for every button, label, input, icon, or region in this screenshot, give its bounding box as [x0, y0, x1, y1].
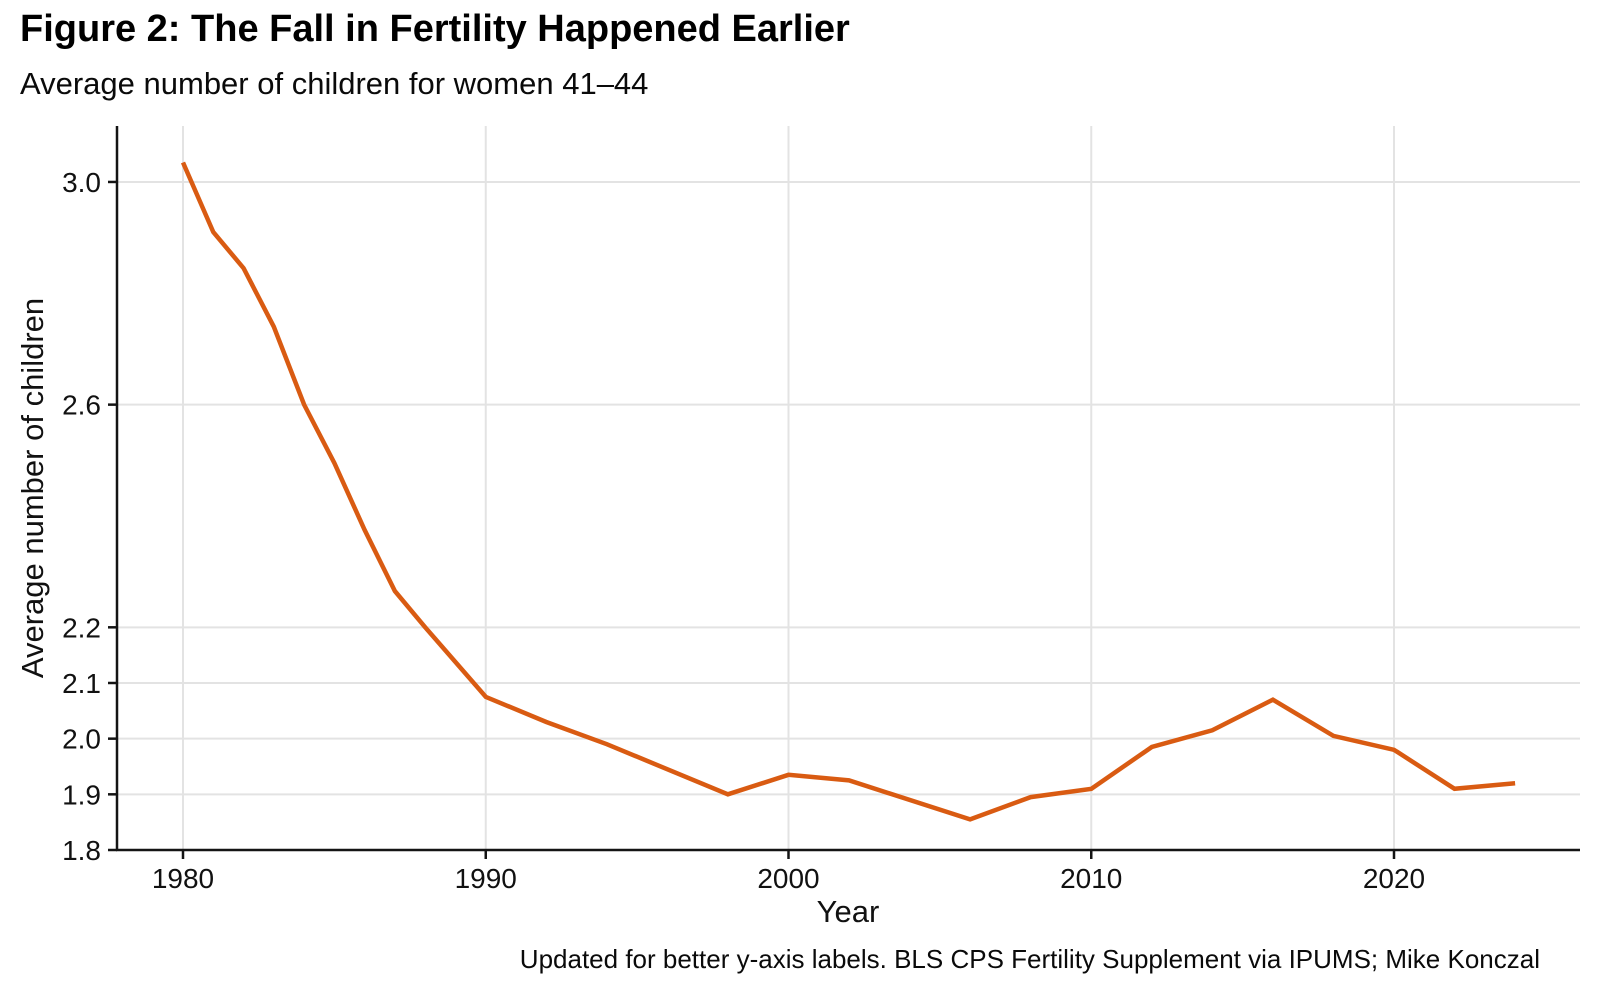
fertility-line	[180, 161, 1516, 822]
chart-title: Figure 2: The Fall in Fertility Happened…	[20, 8, 850, 50]
x-tick-label: 1990	[455, 863, 517, 894]
x-tick-label: 1980	[152, 863, 214, 894]
y-tick-label: 2.6	[62, 390, 101, 421]
chart-subtitle: Average number of children for women 41–…	[20, 66, 649, 101]
y-tick-label: 2.0	[62, 724, 101, 755]
y-tick-label: 2.2	[62, 612, 101, 643]
y-tick-label: 3.0	[62, 167, 101, 198]
x-axis-title: Year	[816, 894, 880, 929]
chart-caption: Updated for better y-axis labels. BLS CP…	[519, 944, 1540, 974]
y-tick-label: 1.8	[62, 835, 101, 866]
x-tick-label: 2010	[1060, 863, 1122, 894]
y-tick-label: 2.1	[62, 668, 101, 699]
x-tick-label: 2020	[1363, 863, 1425, 894]
x-tick-label: 2000	[757, 863, 819, 894]
y-tick-label: 1.9	[62, 779, 101, 810]
